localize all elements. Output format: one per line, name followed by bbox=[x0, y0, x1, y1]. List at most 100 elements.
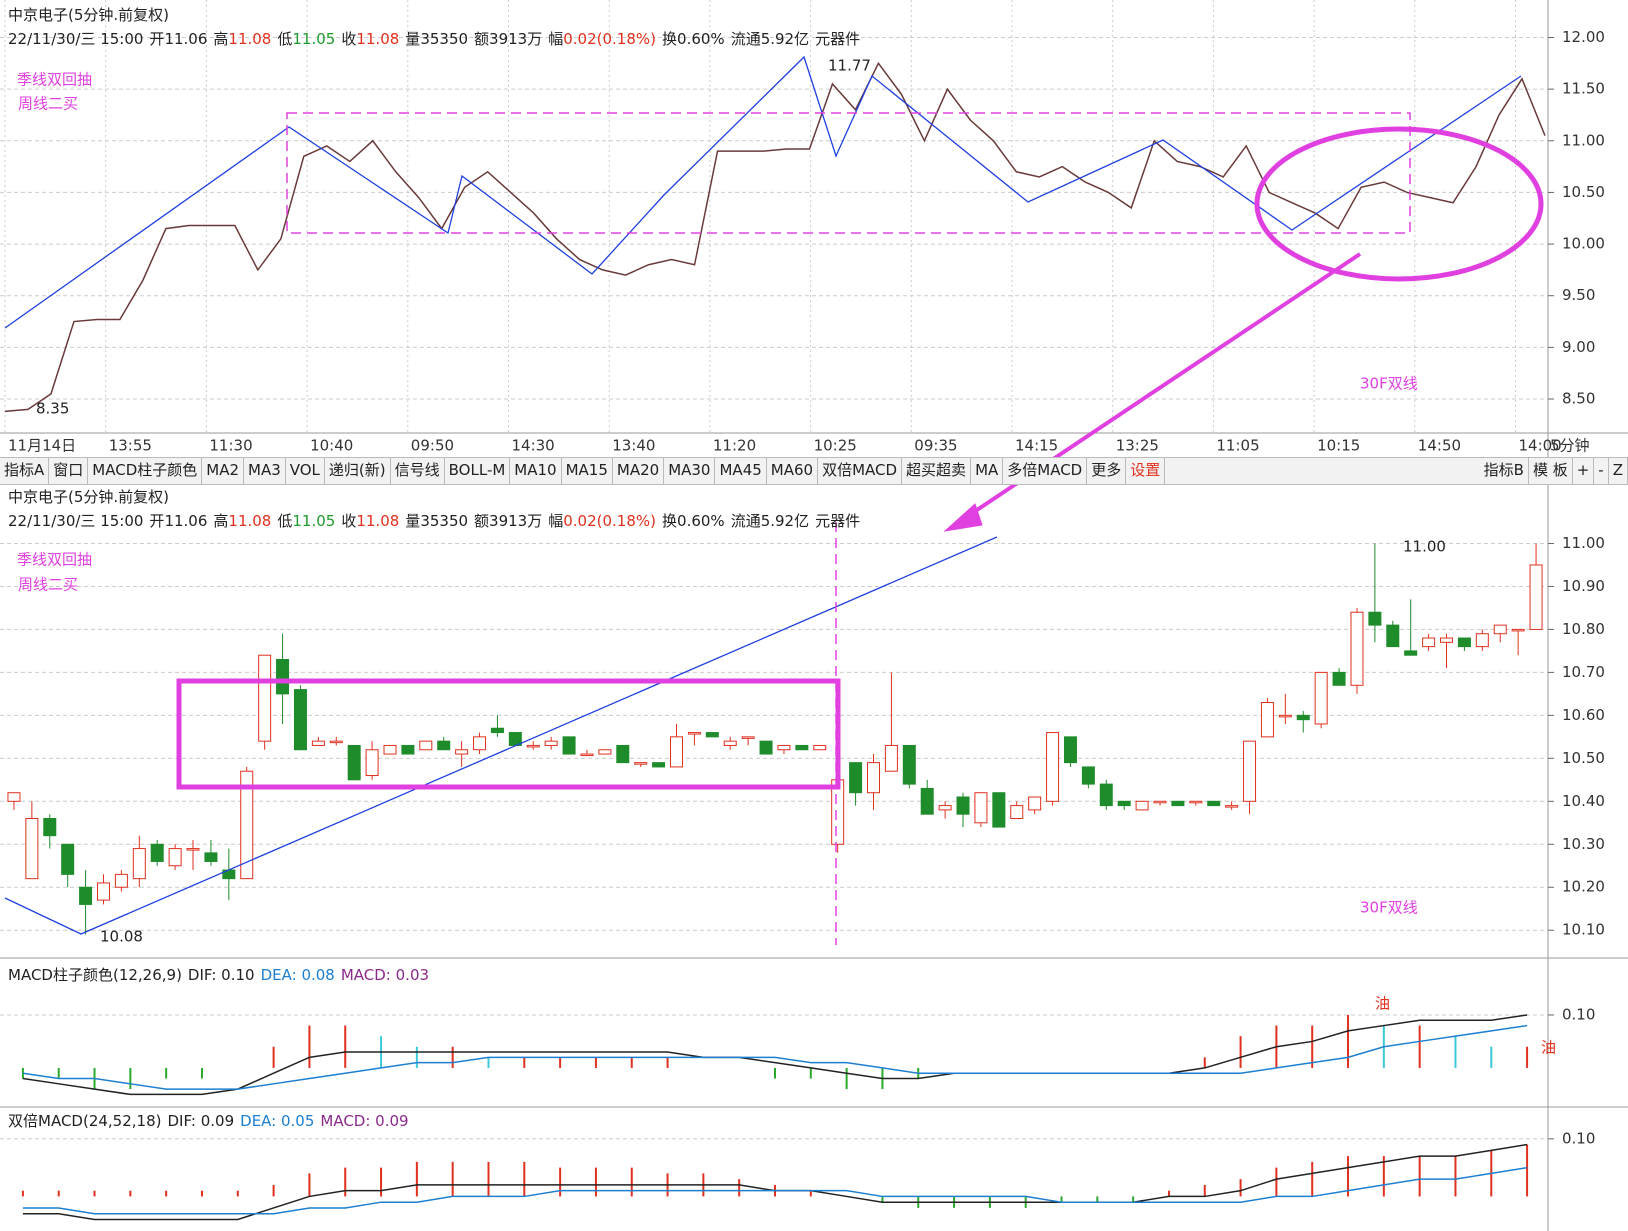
candle-body bbox=[114, 873, 128, 888]
annotation: 8.35 bbox=[36, 400, 69, 418]
x-tick-label: 10:25 bbox=[814, 437, 857, 455]
annotation: 30F双线 bbox=[1360, 899, 1418, 917]
toolbar-button[interactable]: 信号线 bbox=[391, 458, 445, 484]
quote-value: 0.60% bbox=[677, 512, 725, 530]
toolbar-button[interactable]: - bbox=[1594, 458, 1609, 484]
candle-body bbox=[365, 749, 379, 777]
toolbar-left: 指标A 窗口 MACD柱子颜色 MA2 MA3 VOL 递归(新) 信号线 BOLL-M MA10… bbox=[0, 458, 1166, 484]
candle-body bbox=[687, 732, 701, 735]
quote-label: 额 bbox=[474, 30, 490, 48]
panel-header: 双倍MACD(24,52,18) DIF: 0.09 DEA: 0.05 MACD: … bbox=[8, 1110, 415, 1131]
toolbar-button[interactable]: MA15 bbox=[562, 458, 613, 484]
candle-body bbox=[849, 762, 863, 794]
candle-body bbox=[920, 787, 934, 815]
y-tick-label: 10.10 bbox=[1562, 921, 1605, 939]
x-tick-label: 14:15 bbox=[1015, 437, 1058, 455]
indicator-title: MACD柱子颜色(12,26,9) bbox=[8, 966, 182, 984]
candle-body bbox=[1117, 800, 1131, 807]
quote-label: 量 bbox=[405, 30, 421, 48]
header-line: 22/11/30/三 15:00 开11.06 高11.08 低11.05 收11.08… bbox=[8, 28, 866, 49]
x-tick-label: 11:30 bbox=[209, 437, 252, 455]
quote-label: 元器件 bbox=[815, 512, 861, 530]
toolbar-button[interactable]: BOLL-M bbox=[445, 458, 511, 484]
stock-title: 中京电子(5分钟.前复权) bbox=[8, 6, 170, 24]
candle-body bbox=[544, 740, 558, 746]
toolbar-button[interactable]: 设置 bbox=[1126, 458, 1166, 484]
quote-label: 元器件 bbox=[815, 30, 861, 48]
toolbar-button[interactable]: MACD柱子颜色 bbox=[88, 458, 203, 484]
quote-value: 35350 bbox=[420, 30, 469, 48]
candle-body bbox=[168, 848, 182, 867]
candle-body bbox=[1296, 714, 1310, 721]
toolbar-button[interactable]: MA3 bbox=[244, 458, 286, 484]
candle-body bbox=[974, 792, 988, 824]
quote-label: 收 bbox=[341, 512, 357, 530]
toolbar-button[interactable]: 双倍MACD bbox=[818, 458, 903, 484]
toolbar-button[interactable]: MA20 bbox=[613, 458, 665, 484]
quote-label: 开 bbox=[149, 30, 165, 48]
x-tick-label: 14:00 bbox=[1519, 437, 1562, 455]
candle-body bbox=[419, 740, 433, 751]
candle-body bbox=[1135, 800, 1149, 811]
candle-body bbox=[813, 744, 827, 751]
candle-body bbox=[1368, 611, 1382, 626]
quote-value: 11.05 bbox=[292, 30, 336, 48]
x-tick-label: 09:35 bbox=[914, 437, 957, 455]
y-tick-label: 10.20 bbox=[1562, 878, 1605, 896]
candle-body bbox=[580, 753, 594, 757]
candle-body bbox=[1028, 796, 1042, 811]
candle-body bbox=[1475, 633, 1489, 648]
candle-body bbox=[777, 744, 791, 751]
quote-label: 22/11/30/三 15:00 bbox=[8, 30, 144, 48]
price-line bbox=[4, 61, 1546, 413]
toolbar-button[interactable]: + bbox=[1573, 458, 1595, 484]
toolbar-button[interactable]: MA bbox=[971, 458, 1004, 484]
quote-label: 幅 bbox=[548, 512, 564, 530]
candle-body bbox=[1081, 766, 1095, 785]
toolbar-button[interactable]: VOL bbox=[286, 458, 325, 484]
quote-label: 低 bbox=[277, 512, 293, 530]
toolbar-button[interactable]: 递归(新) bbox=[325, 458, 391, 484]
candle-body bbox=[598, 749, 612, 755]
y-tick-label: 10.40 bbox=[1562, 792, 1605, 810]
toolbar-button[interactable]: 指标B bbox=[1480, 458, 1529, 484]
panel-header: 中京电子(5分钟.前复权) 22/11/30/三 15:00 开11.06 高11.0… bbox=[8, 4, 866, 49]
dea-line bbox=[22, 1024, 1528, 1090]
toolbar-button[interactable]: Z bbox=[1609, 458, 1628, 484]
arrow-head bbox=[943, 503, 983, 532]
quote-value: 5.92亿 bbox=[760, 30, 810, 48]
candle-body bbox=[1243, 740, 1257, 802]
candle-body bbox=[1404, 650, 1418, 656]
toolbar-button[interactable]: 多倍MACD bbox=[1003, 458, 1088, 484]
candle-body bbox=[1099, 783, 1113, 807]
quote-value: 5.92亿 bbox=[760, 512, 810, 530]
indicator-stat: DEA: 0.08 bbox=[260, 966, 335, 984]
header-line: 中京电子(5分钟.前复权) bbox=[8, 486, 866, 507]
candle-body bbox=[258, 654, 272, 742]
toolbar-button[interactable]: MA10 bbox=[510, 458, 562, 484]
y-tick-label: 0.10 bbox=[1562, 1129, 1595, 1147]
toolbar-button[interactable]: MA2 bbox=[202, 458, 244, 484]
toolbar-button[interactable]: MA60 bbox=[767, 458, 819, 484]
toolbar-button[interactable]: 指标A bbox=[0, 458, 50, 484]
y-tick-label: 10.50 bbox=[1562, 183, 1605, 201]
toolbar-button[interactable]: MA30 bbox=[664, 458, 716, 484]
candle-body bbox=[723, 740, 737, 746]
x-tick-label: 11月14日 bbox=[8, 437, 76, 455]
annotation: 季线双回抽 bbox=[17, 551, 92, 569]
toolbar-button[interactable]: MA45 bbox=[715, 458, 767, 484]
quote-label: 流通 bbox=[730, 30, 761, 48]
candle-body bbox=[276, 659, 290, 695]
range-box bbox=[286, 112, 1411, 234]
indicator-stat: DIF: 0.09 bbox=[167, 1112, 235, 1130]
toolbar-button[interactable]: 模 板 bbox=[1529, 458, 1573, 484]
toolbar-button[interactable]: 窗口 bbox=[49, 458, 89, 484]
toolbar-button[interactable]: 更多 bbox=[1087, 458, 1127, 484]
y-tick-label: 8.50 bbox=[1562, 390, 1595, 408]
candle-body bbox=[956, 796, 970, 815]
indicator-stat: MACD: 0.03 bbox=[340, 966, 430, 984]
y-tick-label: 10.90 bbox=[1562, 577, 1605, 595]
toolbar-button[interactable]: 超买超卖 bbox=[902, 458, 972, 484]
y-tick-label: 11.50 bbox=[1562, 80, 1605, 98]
